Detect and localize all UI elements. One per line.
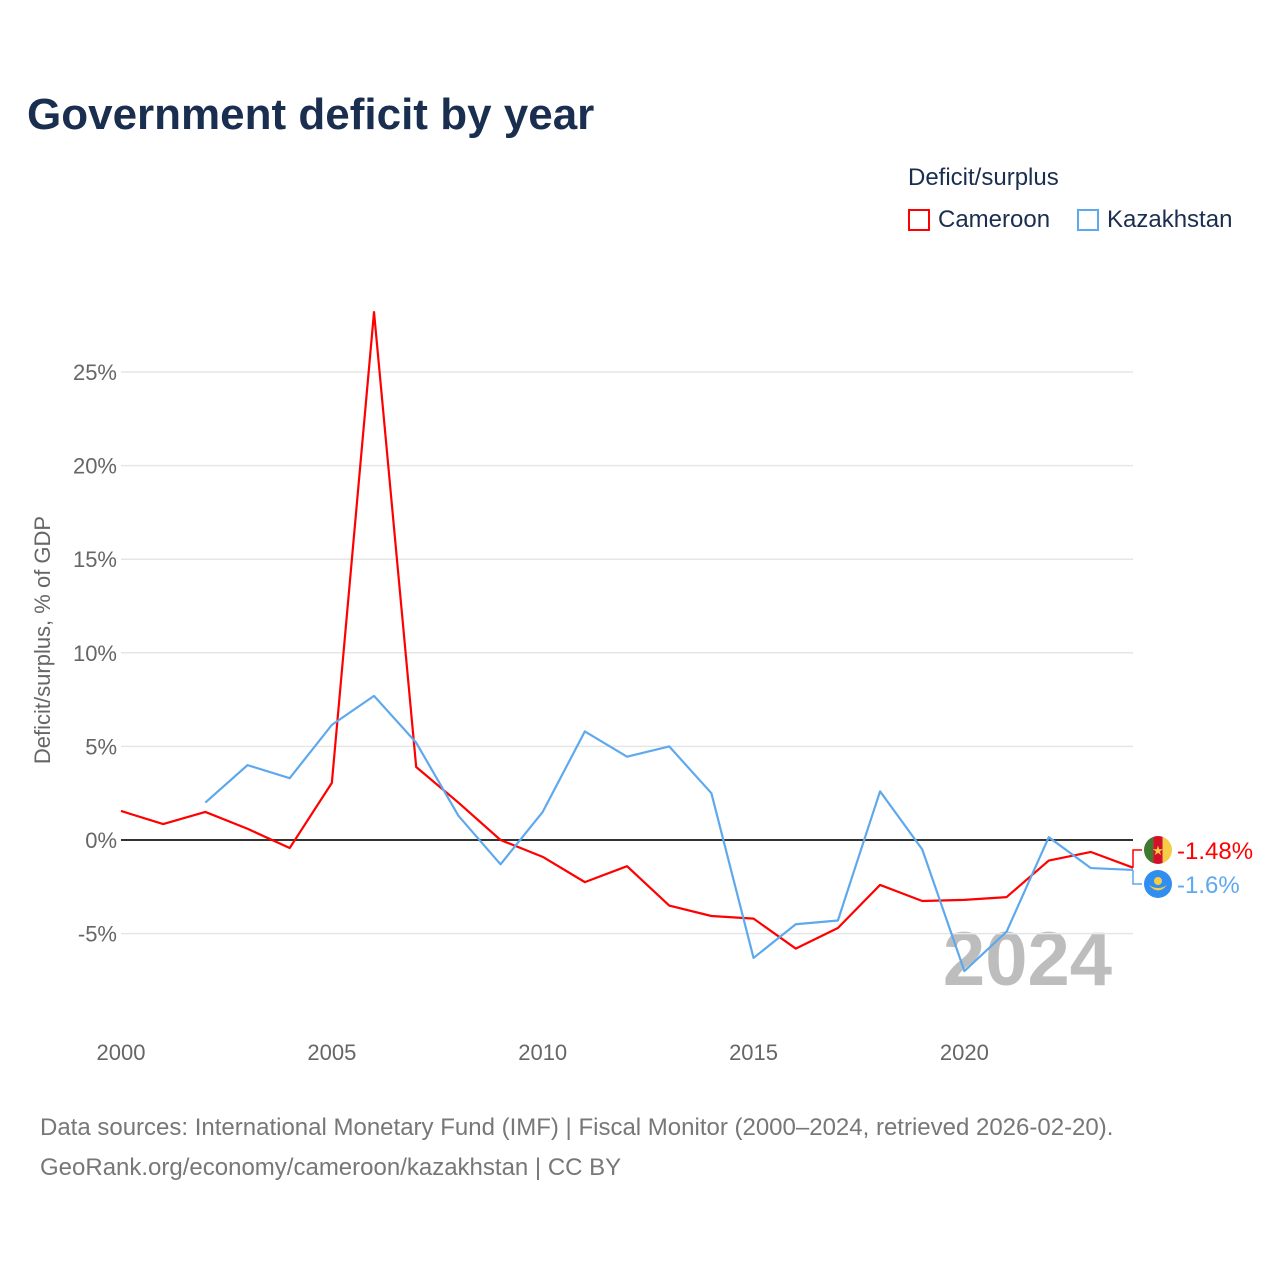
y-tick-label: -5% <box>78 922 117 947</box>
legend-label: Cameroon <box>938 206 1051 233</box>
legend-title: Deficit/surplus <box>908 164 1059 191</box>
y-tick-label: 15% <box>73 547 117 572</box>
source-line: Data sources: International Monetary Fun… <box>40 1114 1114 1141</box>
end-connector <box>1132 849 1142 868</box>
legend-swatch <box>1077 209 1099 231</box>
kazakhstan-flag-icon <box>1144 870 1172 898</box>
end-value-label: -1.48% <box>1177 838 1253 865</box>
x-tick-label: 2000 <box>97 1040 146 1065</box>
x-tick-label: 2010 <box>518 1040 567 1065</box>
legend-item-kazakhstan[interactable]: Kazakhstan <box>1077 206 1232 234</box>
series-line-cameroon <box>120 310 1134 950</box>
legend-item-cameroon[interactable]: Cameroon <box>908 206 1050 234</box>
y-tick-label: 20% <box>73 454 117 479</box>
x-tick-label: 2005 <box>307 1040 356 1065</box>
legend-swatch <box>908 209 930 231</box>
x-tick-label: 2015 <box>729 1040 778 1065</box>
end-value-label: -1.6% <box>1177 872 1240 899</box>
end-connector <box>1132 869 1142 885</box>
y-tick-label: 10% <box>73 641 117 666</box>
svg-text:★: ★ <box>1152 843 1164 858</box>
y-tick-label: 25% <box>73 360 117 385</box>
source-note: Data sources: International Monetary Fun… <box>40 1108 1113 1188</box>
legend-label: Kazakhstan <box>1107 206 1233 233</box>
cameroon-flag-icon: ★ <box>1144 836 1172 864</box>
y-tick-label: 0% <box>85 828 117 853</box>
source-link[interactable]: GeoRank.org/economy/cameroon/kazakhstan … <box>40 1154 622 1181</box>
year-watermark: 2024 <box>943 917 1112 1002</box>
y-tick-label: 5% <box>85 734 117 759</box>
y-axis-label: Deficit/surplus, % of GDP <box>30 516 55 764</box>
x-tick-label: 2020 <box>940 1040 989 1065</box>
chart-title: Government deficit by year <box>27 90 595 139</box>
